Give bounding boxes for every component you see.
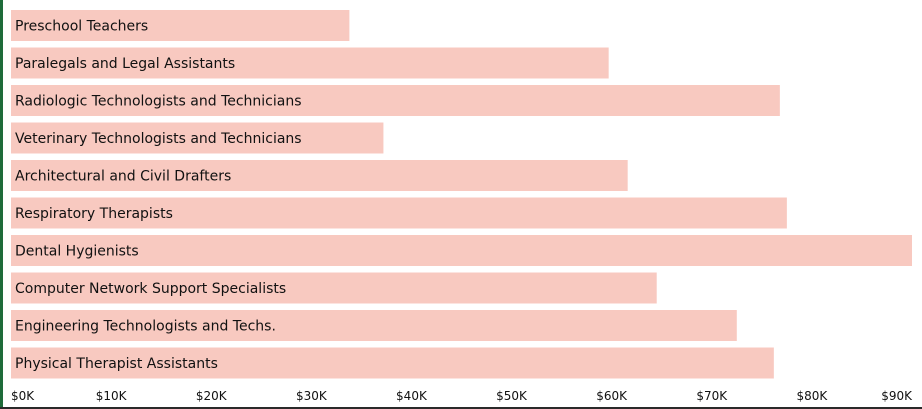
bar	[11, 10, 350, 41]
bar-category-label: Computer Network Support Specialists	[15, 281, 286, 297]
bar-category-label: Veterinary Technologists and Technicians	[15, 131, 302, 147]
bar-category-label: Respiratory Therapists	[15, 206, 173, 222]
bar	[11, 47, 609, 79]
x-tick-label: $40K	[396, 389, 428, 403]
bar	[11, 85, 780, 116]
bar	[11, 310, 737, 341]
bar	[11, 235, 912, 266]
x-tick-label: $0K	[11, 389, 35, 403]
bar-category-label: Engineering Technologists and Techs.	[15, 319, 276, 335]
bar	[11, 122, 384, 154]
bar-category-label: Preschool Teachers	[15, 19, 148, 35]
x-tick-label: $10K	[96, 389, 128, 403]
bar-category-label: Architectural and Civil Drafters	[15, 169, 231, 185]
bottom-axis-rule	[0, 407, 922, 409]
x-tick-label: $90K	[881, 389, 913, 403]
x-tick-label: $60K	[596, 389, 628, 403]
bar	[11, 160, 628, 191]
bar	[11, 272, 657, 304]
bar-category-label: Radiologic Technologists and Technicians	[15, 94, 302, 110]
x-tick-label: $50K	[496, 389, 528, 403]
bar	[11, 347, 774, 379]
bar-category-label: Dental Hygienists	[15, 244, 139, 260]
bar-category-label: Paralegals and Legal Assistants	[15, 56, 235, 72]
x-tick-label: $20K	[196, 389, 228, 403]
x-tick-label: $30K	[296, 389, 328, 403]
bar-category-label: Physical Therapist Assistants	[15, 356, 218, 372]
x-tick-label: $80K	[796, 389, 828, 403]
bar	[11, 197, 787, 229]
x-tick-label: $70K	[696, 389, 728, 403]
left-axis-rule	[0, 0, 3, 409]
